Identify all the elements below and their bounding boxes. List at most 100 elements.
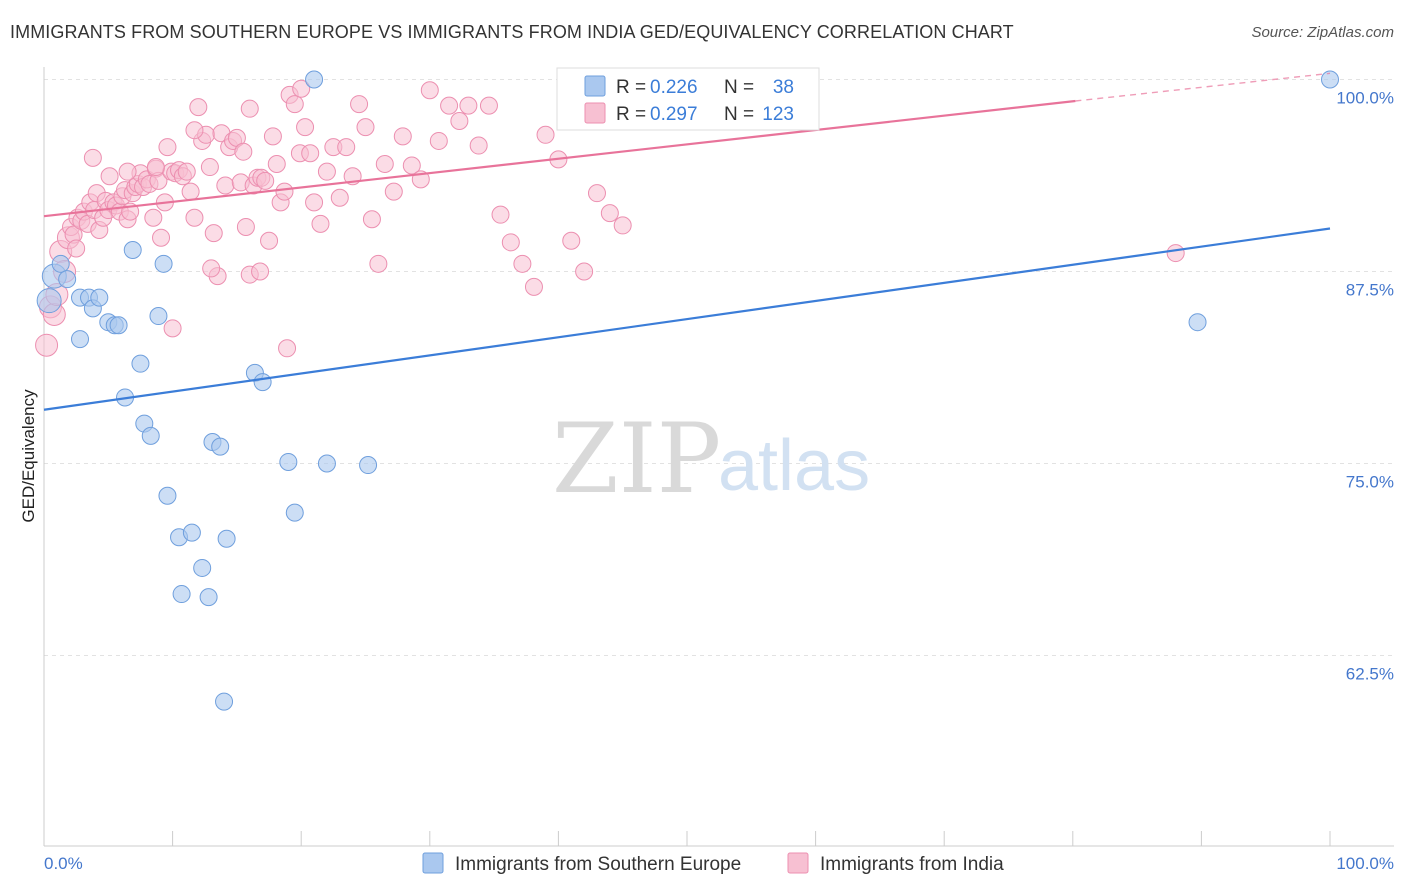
southern-europe-point — [172, 585, 191, 604]
india-point — [158, 138, 177, 157]
stats-swatch-blue — [584, 75, 606, 97]
x-tick-label-min: 0.0% — [44, 854, 83, 873]
stats-legend: R = 0.226 N = 38 R = 0.297 N = 123 — [556, 67, 820, 131]
india-point — [100, 167, 119, 186]
india-point — [35, 333, 59, 357]
india-point — [479, 96, 498, 115]
southern-europe-point — [109, 316, 128, 335]
watermark-atlas: atlas — [718, 426, 870, 506]
southern-europe-point — [305, 70, 324, 89]
southern-europe-point — [36, 288, 62, 314]
southern-europe-point — [193, 558, 212, 577]
india-point — [369, 254, 388, 273]
india-point — [429, 131, 448, 150]
southern-europe-point — [1188, 313, 1207, 332]
india-point — [200, 158, 219, 177]
trend-line-india-extension — [1075, 72, 1331, 102]
india-point — [491, 205, 510, 224]
india-point — [152, 228, 171, 247]
watermark-zip: ZIP — [552, 403, 721, 515]
southern-europe-point — [90, 288, 109, 307]
india-point — [613, 216, 632, 235]
y-tick-label-1: 87.5% — [1346, 281, 1394, 300]
india-point — [144, 208, 163, 227]
india-point — [118, 162, 137, 181]
y-axis-label: GED/Equivalency — [19, 389, 38, 523]
india-point — [234, 142, 253, 161]
southern-europe-point — [51, 254, 70, 273]
india-point — [185, 121, 204, 140]
india-point — [356, 118, 375, 137]
southern-europe-point — [217, 529, 236, 548]
india-point — [501, 233, 520, 252]
india-point — [459, 96, 478, 115]
legend-label-india: Immigrants from India — [820, 854, 1004, 875]
series-southern-europe-points — [36, 70, 1339, 711]
stats-n-value-blue: 38 — [773, 77, 794, 98]
india-point — [163, 319, 182, 338]
southern-europe-point — [317, 454, 336, 473]
southern-europe-point — [215, 692, 234, 711]
southern-europe-point — [154, 254, 173, 273]
y-tick-label-2: 75.0% — [1346, 473, 1394, 492]
india-point — [185, 208, 204, 227]
india-point — [536, 125, 555, 144]
india-point — [330, 188, 349, 207]
india-point — [256, 171, 275, 190]
southern-europe-point — [199, 588, 218, 607]
source-label: Source: ZipAtlas.com — [1251, 24, 1394, 41]
southern-europe-point — [149, 307, 168, 326]
india-point — [285, 95, 304, 114]
india-point — [317, 162, 336, 181]
x-tick-label-max: 100.0% — [1336, 854, 1394, 873]
stats-n-label-blue: N = — [724, 77, 754, 98]
southern-europe-point — [131, 354, 150, 373]
legend-label-southern-europe: Immigrants from Southern Europe — [455, 854, 741, 875]
stats-r-value-blue: 0.226 — [650, 77, 698, 98]
stats-r-value-pink: 0.297 — [650, 104, 698, 125]
india-point — [278, 339, 297, 358]
southern-europe-point — [158, 486, 177, 505]
y-tick-label-0: 100.0% — [1336, 89, 1394, 108]
southern-europe-point — [1321, 70, 1339, 89]
india-point — [384, 182, 403, 201]
india-point — [296, 118, 315, 137]
southern-europe-point — [58, 270, 77, 289]
southern-europe-point — [253, 373, 272, 392]
trend-lines — [43, 72, 1331, 411]
grid-lines — [44, 79, 1394, 656]
india-point — [311, 214, 330, 233]
stats-r-label-pink: R = — [616, 104, 646, 125]
india-point — [146, 158, 165, 177]
southern-europe-point — [182, 523, 201, 542]
india-point — [181, 182, 200, 201]
india-point — [240, 99, 259, 118]
india-point — [420, 81, 439, 100]
legend-swatch-southern-europe — [422, 852, 444, 874]
india-point — [275, 182, 294, 201]
trend-line-india — [43, 99, 1076, 218]
india-point — [263, 127, 282, 146]
india-point — [450, 111, 469, 130]
india-point — [600, 204, 619, 223]
india-point — [469, 136, 488, 155]
india-point — [189, 98, 208, 117]
india-point — [375, 154, 394, 173]
southern-europe-point — [359, 456, 378, 475]
legend-swatch-india — [787, 852, 809, 874]
stats-r-label-blue: R = — [616, 77, 646, 98]
india-point — [177, 162, 196, 181]
india-point — [513, 254, 532, 273]
india-point — [393, 127, 412, 146]
india-point — [350, 95, 369, 114]
india-point — [362, 210, 381, 229]
y-tick-labels: 100.0% 87.5% 75.0% 62.5% — [1336, 89, 1394, 684]
india-point — [1166, 244, 1185, 263]
stats-swatch-pink — [584, 102, 606, 124]
india-point — [67, 239, 86, 258]
india-point — [305, 193, 324, 212]
india-point — [204, 224, 223, 243]
southern-europe-point — [279, 452, 298, 471]
india-point — [292, 79, 311, 98]
